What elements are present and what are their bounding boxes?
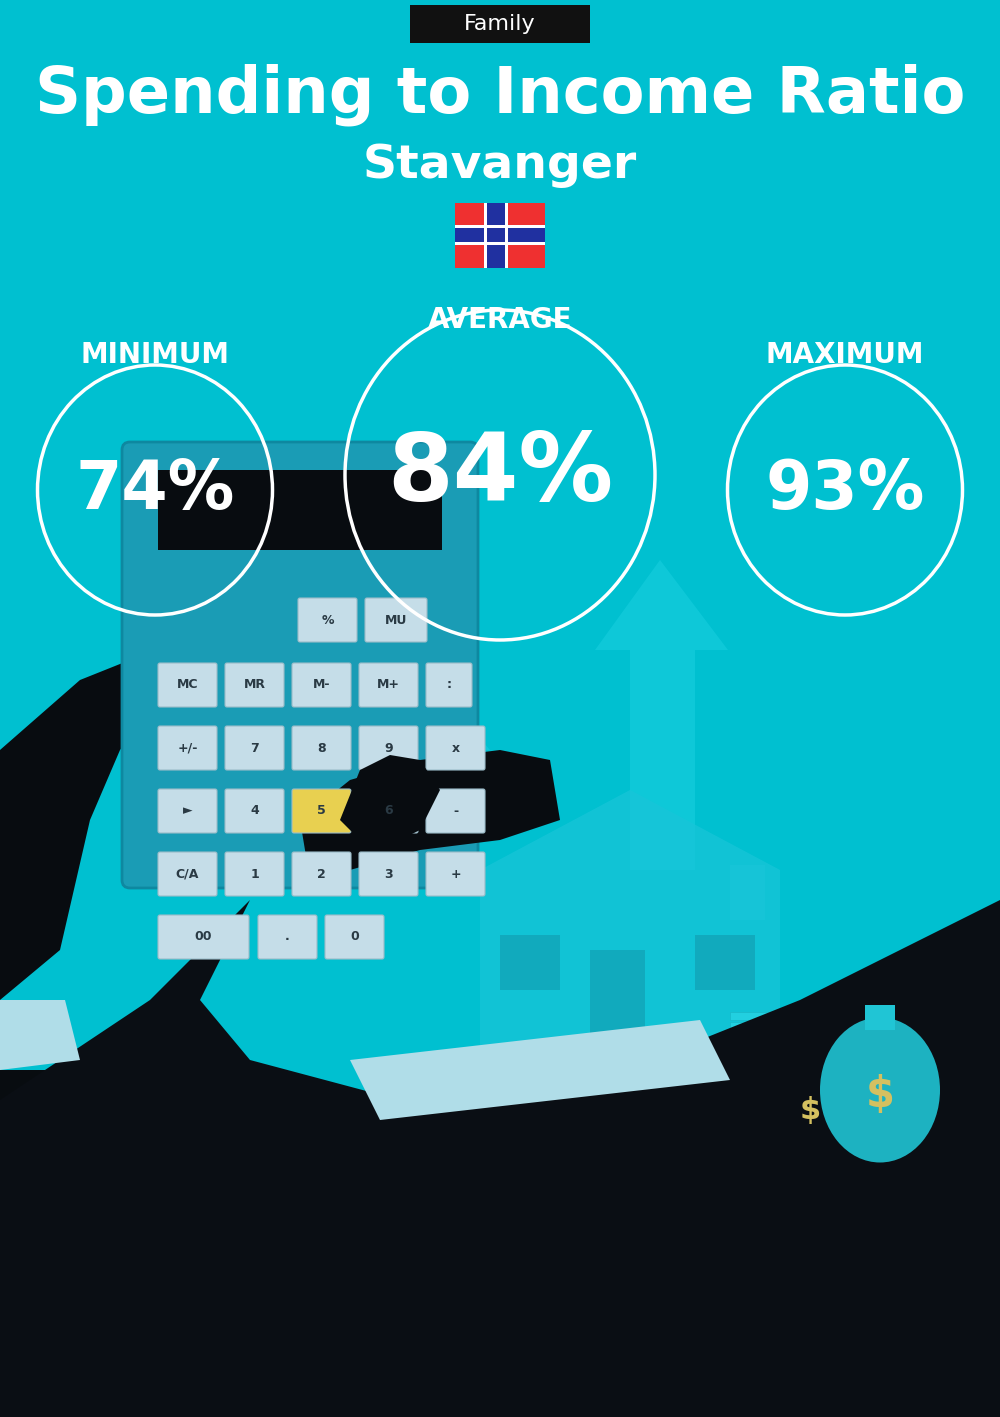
FancyBboxPatch shape: [225, 789, 284, 833]
Text: 84%: 84%: [387, 429, 613, 521]
Bar: [695, 935, 755, 990]
Text: x: x: [451, 741, 460, 754]
Bar: [730, 1051, 830, 1060]
FancyBboxPatch shape: [426, 726, 485, 769]
Text: 4: 4: [250, 805, 259, 818]
Polygon shape: [480, 791, 780, 870]
Bar: [410, 6, 590, 43]
Text: 00: 00: [195, 931, 212, 944]
Polygon shape: [370, 680, 490, 870]
FancyBboxPatch shape: [359, 789, 418, 833]
FancyBboxPatch shape: [292, 789, 351, 833]
Text: 5: 5: [317, 805, 326, 818]
Text: %: %: [321, 614, 334, 626]
Bar: [730, 1022, 830, 1030]
Bar: [800, 1044, 820, 1066]
FancyBboxPatch shape: [298, 598, 357, 642]
Text: 3: 3: [384, 867, 393, 880]
Bar: [505, 203, 508, 268]
Text: AVERAGE: AVERAGE: [428, 306, 572, 334]
Bar: [484, 203, 487, 268]
Text: MINIMUM: MINIMUM: [80, 341, 230, 368]
FancyBboxPatch shape: [158, 789, 217, 833]
Polygon shape: [340, 755, 440, 845]
Text: C/A: C/A: [176, 867, 199, 880]
FancyBboxPatch shape: [225, 852, 284, 896]
FancyBboxPatch shape: [158, 663, 217, 707]
FancyBboxPatch shape: [426, 852, 485, 896]
FancyBboxPatch shape: [158, 852, 217, 896]
Bar: [865, 1005, 895, 1030]
Text: 8: 8: [317, 741, 326, 754]
Polygon shape: [595, 560, 728, 870]
Bar: [730, 864, 765, 920]
Text: 1: 1: [250, 867, 259, 880]
Text: 0: 0: [350, 931, 359, 944]
Ellipse shape: [820, 1017, 940, 1162]
Bar: [590, 949, 645, 1050]
FancyBboxPatch shape: [325, 915, 384, 959]
FancyBboxPatch shape: [426, 789, 485, 833]
Polygon shape: [0, 660, 145, 1000]
Text: 74%: 74%: [75, 458, 235, 523]
Text: $: $: [799, 1095, 821, 1125]
Polygon shape: [350, 1020, 730, 1119]
FancyBboxPatch shape: [292, 852, 351, 896]
FancyBboxPatch shape: [158, 915, 249, 959]
FancyBboxPatch shape: [122, 442, 478, 888]
Text: MR: MR: [244, 679, 266, 691]
Bar: [158, 470, 442, 550]
Bar: [455, 242, 545, 245]
Text: 2: 2: [317, 867, 326, 880]
Text: 9: 9: [384, 741, 393, 754]
Text: Stavanger: Stavanger: [363, 143, 637, 187]
Bar: [487, 203, 505, 268]
FancyBboxPatch shape: [359, 852, 418, 896]
Text: MU: MU: [385, 614, 407, 626]
Ellipse shape: [763, 1056, 858, 1165]
Bar: [500, 935, 560, 990]
FancyBboxPatch shape: [359, 726, 418, 769]
Text: M-: M-: [313, 679, 330, 691]
Polygon shape: [0, 1070, 120, 1417]
Text: M+: M+: [377, 679, 400, 691]
Bar: [730, 1012, 830, 1020]
Text: .: .: [285, 931, 290, 944]
FancyBboxPatch shape: [426, 663, 472, 707]
Text: 7: 7: [250, 741, 259, 754]
Text: +/-: +/-: [177, 741, 198, 754]
Text: Spending to Income Ratio: Spending to Income Ratio: [35, 64, 965, 126]
Text: MAXIMUM: MAXIMUM: [766, 341, 924, 368]
FancyBboxPatch shape: [225, 663, 284, 707]
Bar: [455, 225, 545, 228]
Bar: [730, 1032, 830, 1040]
Text: +: +: [450, 867, 461, 880]
Bar: [480, 870, 780, 1050]
Text: 6: 6: [384, 805, 393, 818]
Text: 93%: 93%: [765, 458, 925, 523]
FancyBboxPatch shape: [292, 726, 351, 769]
FancyBboxPatch shape: [292, 663, 351, 707]
FancyBboxPatch shape: [365, 598, 427, 642]
FancyBboxPatch shape: [359, 663, 418, 707]
Text: Family: Family: [464, 14, 536, 34]
FancyBboxPatch shape: [158, 726, 217, 769]
Bar: [455, 203, 545, 268]
Polygon shape: [0, 1000, 80, 1070]
Text: $: $: [866, 1074, 895, 1117]
FancyBboxPatch shape: [225, 726, 284, 769]
Bar: [455, 228, 545, 242]
Text: -: -: [453, 805, 458, 818]
FancyBboxPatch shape: [258, 915, 317, 959]
Text: ►: ►: [183, 805, 192, 818]
Text: MC: MC: [177, 679, 198, 691]
Bar: [730, 1041, 830, 1050]
Polygon shape: [0, 900, 1000, 1417]
Polygon shape: [300, 750, 560, 880]
Text: :: :: [446, 679, 452, 691]
